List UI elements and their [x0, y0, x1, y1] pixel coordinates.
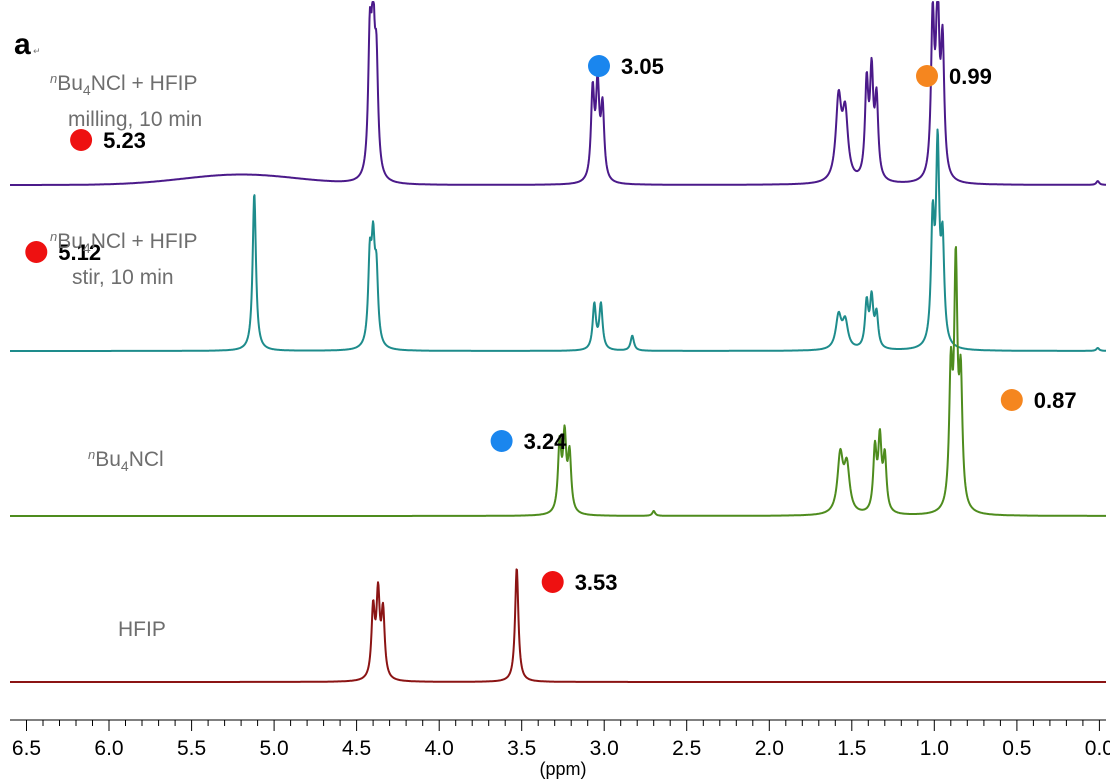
- label-bu4ncl-sub: 4: [121, 458, 129, 474]
- marker-dot-blue: [588, 55, 610, 77]
- return-mark: ↵: [33, 47, 41, 57]
- shift-label: 3.05: [621, 54, 664, 79]
- label-hfip-line1: HFIP: [118, 618, 166, 641]
- shift-label: 5.12: [58, 240, 101, 265]
- label-stir-sup: n: [50, 229, 57, 244]
- label-stir-bu: Bu: [57, 230, 83, 253]
- shift-label: 5.23: [103, 128, 146, 153]
- label-stir-line1: nBu4NCl + HFIP: [50, 229, 197, 256]
- x-tick-label: 5.0: [259, 737, 288, 760]
- marker-dot-red: [70, 129, 93, 151]
- label-bu4ncl: nBu4NCl: [88, 447, 164, 474]
- marker-dot-orange: [916, 65, 938, 87]
- x-axis: 6.5 6.0 5.5 5.0 4.5 4.0 3.5 3.0 2.5 2.0 1.5 1.0 0.5 0…: [10, 719, 1110, 779]
- label-milling-bu: Bu: [57, 72, 83, 95]
- label-milling-sup: n: [50, 71, 57, 86]
- panel-letter: a: [14, 28, 31, 61]
- label-stir: nBu4NCl + HFIP stir, 10 min: [50, 229, 197, 289]
- spectra-group: [9, 1, 1107, 683]
- x-tick-label: 5.5: [177, 737, 206, 760]
- shift-label: 0.87: [1034, 388, 1077, 413]
- label-stir-rest: NCl + HFIP: [91, 230, 198, 253]
- x-tick-label: 6.5: [12, 737, 41, 760]
- label-hfip: HFIP: [118, 618, 166, 641]
- x-tick-label: 6.0: [94, 737, 123, 760]
- shift-label: 0.99: [949, 64, 992, 89]
- shift-label: 3.24: [524, 429, 568, 454]
- label-bu4ncl-bu: Bu: [95, 448, 121, 471]
- label-stir-sub: 4: [83, 240, 91, 256]
- x-tick-label: 4.5: [342, 737, 371, 760]
- x-tick-label: 0.5: [1002, 737, 1031, 760]
- x-tick-label: 1.0: [920, 737, 949, 760]
- x-tick-label: 1.5: [837, 737, 866, 760]
- label-bu4ncl-line1: nBu4NCl: [88, 447, 164, 474]
- marker-dot-orange: [1000, 389, 1023, 411]
- x-tick-label: 3.5: [507, 737, 536, 760]
- marker-dot-red: [541, 571, 564, 593]
- label-milling: nBu4NCl + HFIP milling, 10 min: [50, 71, 202, 131]
- label-milling-sub: 4: [83, 82, 91, 98]
- x-tick-label: 0.0: [1085, 737, 1110, 760]
- shift-label: 3.53: [575, 570, 618, 595]
- spectrum-line-milling: [9, 1, 1107, 186]
- x-tick-label: 2.0: [755, 737, 784, 760]
- label-milling-line2: milling, 10 min: [68, 108, 202, 131]
- spectrum-line-bu4ncl: [9, 246, 1107, 517]
- label-milling-rest: NCl + HFIP: [91, 72, 198, 95]
- x-axis-title: (ppm): [539, 759, 586, 779]
- label-stir-line2: stir, 10 min: [72, 266, 174, 289]
- label-bu4ncl-rest: NCl: [129, 448, 164, 471]
- label-milling-line1: nBu4NCl + HFIP: [50, 71, 197, 98]
- x-tick-label: 3.0: [590, 737, 619, 760]
- x-tick-label: 4.0: [425, 737, 454, 760]
- spectrum-line-hfip: [9, 568, 1107, 683]
- x-tick-label: 2.5: [672, 737, 701, 760]
- spectrum-line-stir: [9, 128, 1107, 352]
- label-bu4ncl-sup: n: [88, 447, 95, 462]
- x-axis-ticks: 6.5 6.0 5.5 5.0 4.5 4.0 3.5 3.0 2.5 2.0 1.5 1.0 0.5 0…: [12, 720, 1110, 760]
- peak-annotations: 5.23 3.05 0.99 5.12 3.24 0.87 3.53: [25, 54, 1077, 595]
- marker-dot-blue: [490, 430, 513, 452]
- marker-dot-red: [25, 241, 48, 263]
